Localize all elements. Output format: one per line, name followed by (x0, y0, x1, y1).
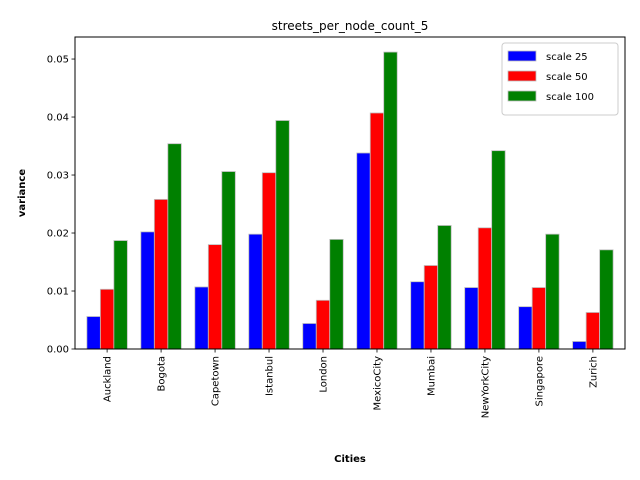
bar-Mumbai-scale-50 (423, 265, 439, 350)
bar-Istanbul-scale-50 (261, 172, 277, 350)
x-tick-label: Auckland (103, 356, 114, 402)
y-tick-label: 0.00 (47, 345, 69, 356)
bar-Zurich-scale-50 (585, 312, 601, 350)
bar-Capetown-scale-100 (221, 171, 236, 350)
y-axis-label: variance (17, 169, 28, 217)
bar-Istanbul-scale-100 (275, 120, 290, 350)
bar-Zurich-scale-25 (572, 341, 587, 350)
bar-London-scale-25 (302, 323, 317, 350)
bar-Bogota-scale-50 (153, 198, 169, 350)
x-tick-label: NewYorkCity (480, 356, 491, 418)
bar-Auckland-scale-50 (99, 288, 115, 350)
x-tick-label: Zurich (588, 356, 599, 388)
legend-swatch (507, 90, 537, 102)
x-axis-ticks: Auckland Bogota Capetown Istanbul London Mexi… (103, 349, 599, 418)
bar-NewYorkCity-scale-100 (491, 150, 506, 350)
bar-Singapore-scale-25 (518, 306, 533, 350)
bar-Mumbai-scale-25 (410, 281, 425, 350)
x-tick-label: Istanbul (265, 356, 276, 396)
bar-Bogota-scale-25 (140, 231, 155, 350)
legend: scale 25 scale 50 scale 100 (501, 42, 619, 116)
bar-Bogota-scale-100 (167, 143, 182, 350)
x-tick-label: Mumbai (426, 356, 437, 396)
bar-Mumbai-scale-100 (437, 225, 452, 350)
legend-label: scale 25 (546, 52, 588, 63)
bar-Istanbul-scale-25 (248, 233, 263, 350)
x-tick-label: Capetown (211, 356, 222, 406)
legend-swatch (507, 70, 537, 82)
bar-Auckland-scale-100 (113, 240, 128, 350)
x-axis-label: Cities (334, 454, 366, 465)
y-tick-label: 0.05 (47, 55, 69, 66)
bar-MexicoCity-scale-50 (369, 112, 385, 350)
bar-Auckland-scale-25 (86, 316, 101, 350)
legend-swatch (507, 50, 537, 62)
bar-NewYorkCity-scale-25 (464, 287, 479, 350)
y-tick-label: 0.02 (47, 229, 69, 240)
y-tick-label: 0.01 (47, 287, 69, 298)
bar-Capetown-scale-50 (207, 244, 223, 350)
plot-frame (74, 36, 626, 350)
y-tick-label: 0.03 (47, 171, 69, 182)
x-tick-label: MexicoCity (372, 356, 383, 411)
legend-label: scale 50 (546, 72, 588, 83)
x-tick-label: Singapore (534, 356, 545, 406)
y-axis-ticks: 0.00 0.01 0.02 0.03 0.04 0.05 (47, 55, 75, 356)
legend-label: scale 100 (546, 92, 594, 103)
bar-Zurich-scale-100 (599, 249, 614, 350)
bar-MexicoCity-scale-25 (356, 152, 371, 350)
x-tick-label: Bogota (157, 356, 168, 392)
chart-title: streets_per_node_count_5 (272, 19, 429, 33)
bar-NewYorkCity-scale-50 (477, 227, 493, 350)
bar-Singapore-scale-100 (545, 233, 560, 350)
y-tick-label: 0.04 (47, 113, 69, 124)
bar-London-scale-100 (329, 238, 344, 350)
bar-MexicoCity-scale-100 (383, 51, 398, 350)
bars-group (86, 51, 614, 350)
bar-Capetown-scale-25 (194, 286, 209, 350)
bar-London-scale-50 (315, 299, 331, 350)
bar-Singapore-scale-50 (531, 287, 547, 350)
x-tick-label: London (319, 356, 330, 393)
